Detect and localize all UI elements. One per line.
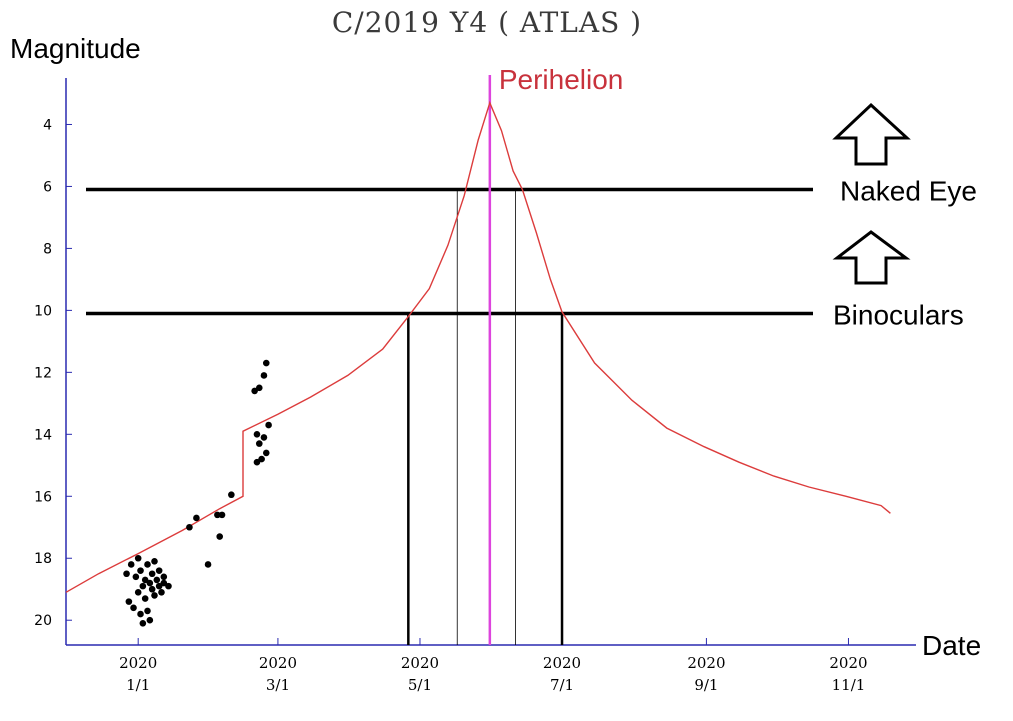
observation-point [262,449,270,457]
observation-point [186,523,193,531]
observation-point [251,387,258,395]
observation-point [132,573,140,581]
observation-point [153,576,161,584]
perihelion-label: Perihelion [499,64,624,95]
observation-point [193,514,200,522]
observation-point [151,592,158,599]
observation-point [155,582,163,590]
y-tick-label: 10 [34,303,52,319]
observation-point [141,595,149,602]
x-tick-label: 3/1 [266,676,290,694]
observation-point [123,570,130,578]
observation-point [144,607,151,615]
x-tick-year: 2020 [119,654,157,672]
observation-point [255,440,263,447]
observation-point [148,585,156,593]
x-tick-year: 2020 [687,654,725,672]
observation-point [158,589,165,596]
x-axis-label: Date [922,630,981,661]
observation-point [134,554,142,562]
up-arrow-icon [832,102,911,166]
x-tick-year: 2020 [543,654,581,672]
observation-point [255,384,263,392]
threshold-label: Naked Eye [840,176,977,207]
observation-point [155,567,163,574]
observation-point [160,573,168,581]
observation-point [253,458,261,466]
x-tick-year: 2020 [401,654,439,672]
x-tick-year: 2020 [829,654,867,672]
x-tick-label: 11/1 [832,676,866,694]
up-arrow-icon [832,230,911,285]
x-tick-label: 9/1 [694,676,718,694]
observation-point [265,421,272,429]
observation-point [139,582,147,590]
observation-point [141,576,149,584]
observation-point [216,533,223,540]
x-tick-label: 7/1 [550,676,574,694]
observation-point [228,491,235,499]
y-tick-label: 16 [34,489,52,505]
observation-point [165,582,172,590]
predicted-magnitude-curve [65,100,891,593]
observation-point [137,567,144,574]
observations [123,359,272,627]
observation-point [139,620,147,627]
y-axis-label: Magnitude [10,33,141,64]
chart-title: C/2019 Y4 ( ATLAS ) [332,6,642,39]
x-tick-label: 5/1 [408,676,432,694]
y-tick-label: 4 [43,117,52,133]
x-tick-label: 1/1 [126,676,150,694]
observation-point [214,511,221,519]
observation-point [134,589,142,596]
observation-point [130,604,137,612]
observation-point [260,434,268,441]
observation-point [218,511,226,519]
observation-point [258,455,265,463]
y-tick-label: 20 [34,613,52,629]
x-ticks: 2020 1/1 2020 3/1 2020 5/1 2020 7/1 2020 9/1 2020 1… [119,638,868,694]
y-tick-label: 18 [34,551,52,567]
observation-point [144,561,151,568]
y-tick-label: 8 [43,241,52,257]
y-tick-label: 14 [34,427,52,443]
observation-point [148,570,156,578]
arrows [832,102,911,285]
y-tick-label: 12 [34,365,52,381]
observation-point [204,561,212,568]
threshold-label: Binoculars [833,299,964,330]
observation-point [146,579,154,587]
observation-point [151,558,158,565]
observation-point [137,610,144,618]
annotations: Naked Eye Binoculars Perihelion [86,64,977,645]
observation-point [125,598,133,605]
y-tick-label: 6 [43,179,52,195]
x-tick-year: 2020 [259,654,297,672]
y-ticks: 4 6 8 10 12 14 16 18 20 [34,117,72,629]
observation-point [262,359,270,367]
observation-point [160,579,168,587]
observation-point [253,431,261,438]
observation-point [260,372,268,379]
observation-point [146,616,154,624]
observation-point [127,561,135,568]
